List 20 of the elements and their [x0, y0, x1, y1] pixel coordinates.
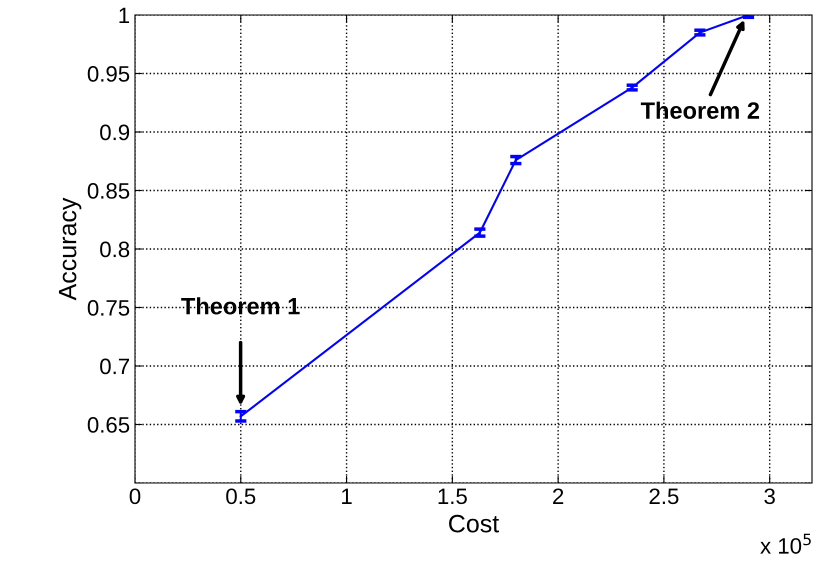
x-tick-label: 2 — [553, 488, 564, 504]
text: x 10$^{5}$ — [760, 534, 811, 554]
x-tick-label: 3 — [764, 488, 775, 504]
x-tick-label: 2.5 — [650, 488, 678, 504]
x-tick-label: 0 — [130, 488, 140, 504]
y-tick-label: 1 — [119, 8, 130, 24]
annotation: Theorem 1 — [181, 297, 300, 315]
y-tick-label: 0.75 — [88, 300, 130, 316]
x-tick-label: 1 — [342, 488, 352, 504]
y-tick-label: 0.85 — [88, 183, 130, 199]
y-tick-label: 0.8 — [100, 242, 130, 258]
annotation: Theorem 2 — [640, 102, 760, 119]
x-tick-label: 0.5 — [226, 488, 256, 504]
y-tick-label: 0.7 — [100, 358, 130, 374]
y-tick-label: 0.95 — [88, 66, 130, 82]
y-axis-title: Accuracy — [58, 198, 82, 300]
y-tick-label: 0.65 — [88, 417, 130, 433]
y-tick-label: 0.9 — [100, 124, 130, 140]
x-axis-title: Cost — [449, 514, 500, 532]
x-tick-label: 1.5 — [438, 488, 467, 504]
